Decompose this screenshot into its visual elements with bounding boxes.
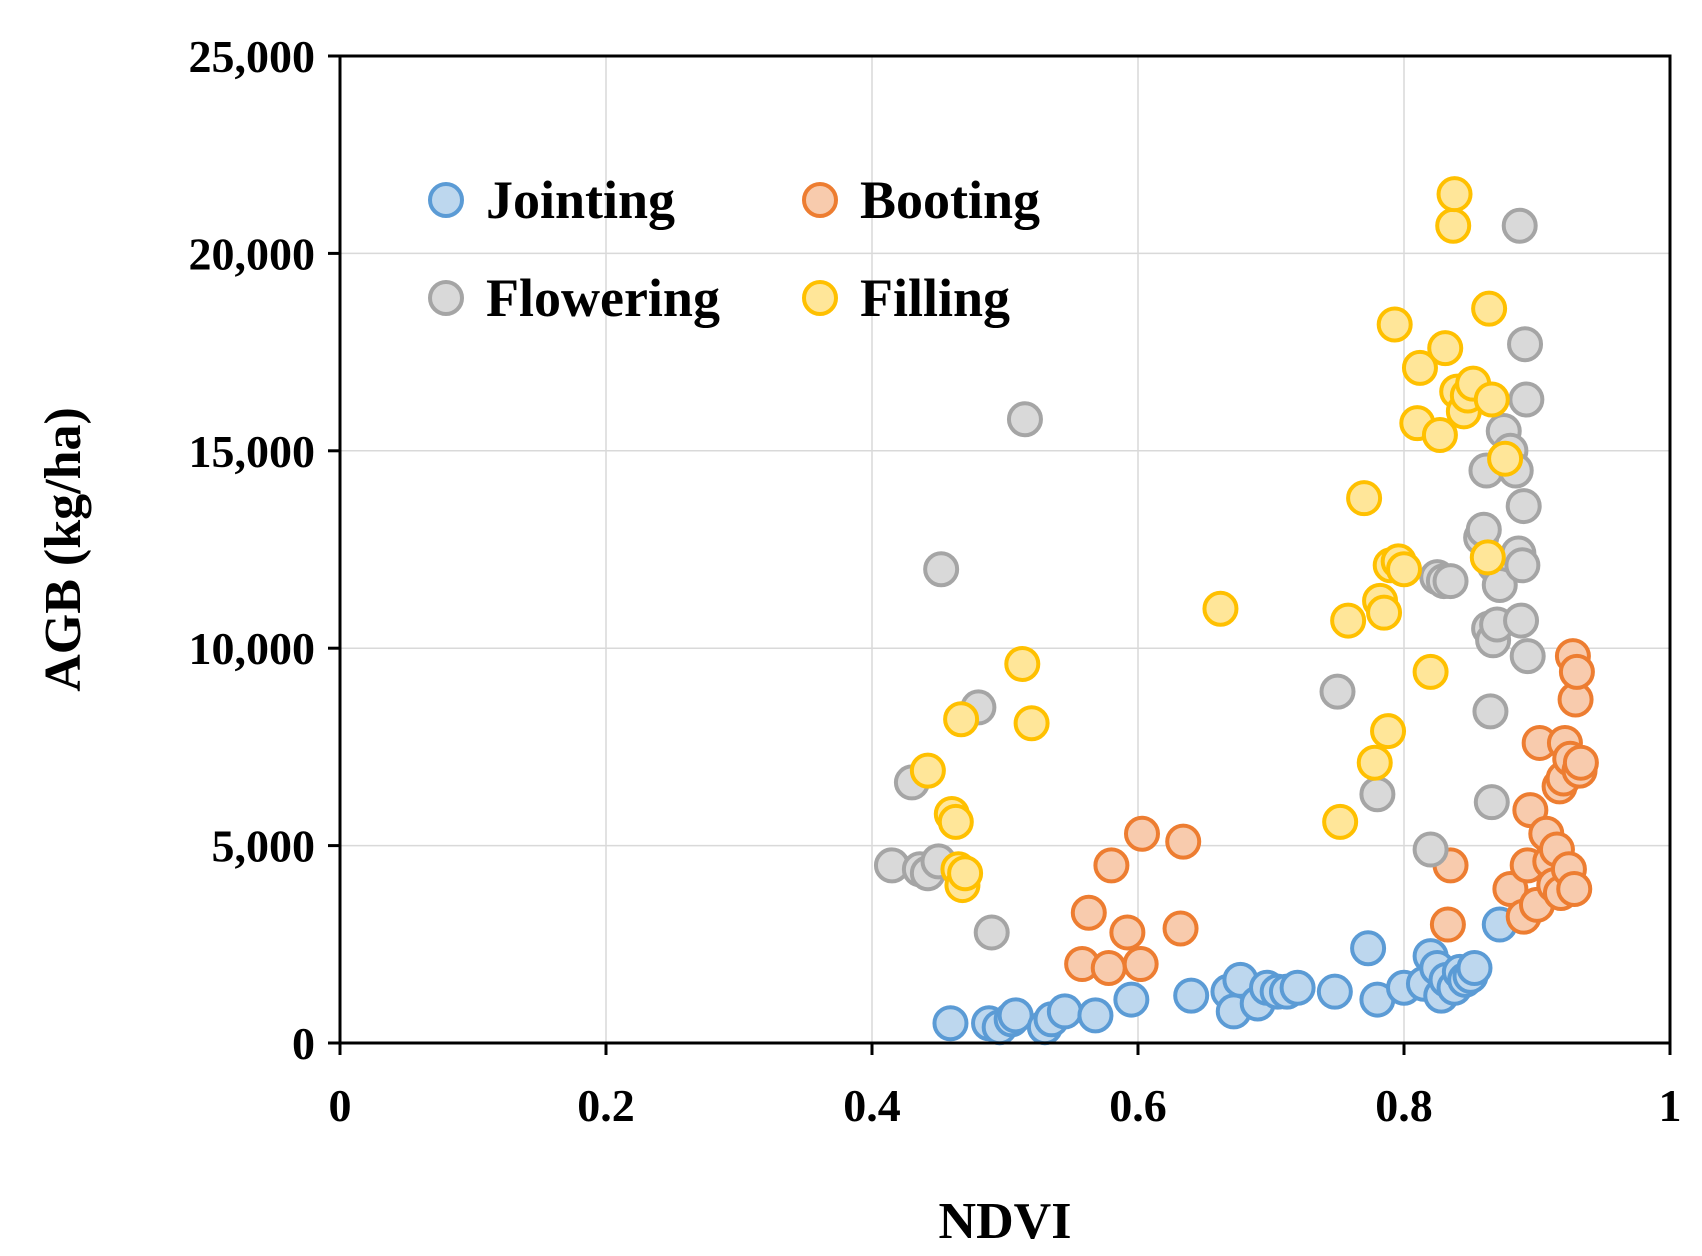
filling-point <box>1487 440 1524 477</box>
flowering-point <box>1473 784 1510 821</box>
flowering-point <box>1412 831 1449 868</box>
x-tick-label: 0.8 <box>1375 1080 1433 1131</box>
filling-point <box>1366 594 1403 631</box>
x-tick-label: 0.4 <box>843 1080 901 1131</box>
axis-ticks <box>328 54 1672 1055</box>
filling-point <box>1386 551 1422 588</box>
booting-point <box>1093 847 1130 884</box>
legend-marker <box>802 280 838 316</box>
jointing-point <box>997 997 1034 1034</box>
jointing-point <box>1456 949 1493 986</box>
booting-point <box>1429 906 1466 943</box>
legend-marker <box>428 182 464 218</box>
flowering-point <box>1432 563 1469 600</box>
flowering-point <box>1505 488 1542 525</box>
filling-point <box>937 803 974 840</box>
flowering-point <box>973 914 1010 951</box>
legend-marker <box>428 280 464 316</box>
flowering-point <box>1509 638 1546 675</box>
filling-point <box>1202 590 1239 627</box>
jointing-point <box>1077 997 1114 1034</box>
filling-point <box>947 855 984 892</box>
flowering-point <box>1504 547 1541 584</box>
booting-point <box>1558 653 1595 690</box>
filling-point <box>1013 705 1050 742</box>
legend: Jointing Booting Flowering Filling <box>428 170 1040 328</box>
x-tick-labels: 0 0.2 0.4 0.6 0.8 1 <box>329 1080 1682 1131</box>
flowering-point <box>1508 381 1545 418</box>
filling-point <box>1412 653 1449 690</box>
series-jointing <box>932 906 1518 1046</box>
legend-label: Filling <box>860 268 1010 328</box>
filling-point <box>1473 381 1510 418</box>
filling-point <box>1346 480 1383 517</box>
jointing-point <box>1316 973 1353 1010</box>
flowering-point <box>1006 401 1043 438</box>
legend-label: Booting <box>860 170 1040 230</box>
filling-point <box>909 752 946 789</box>
filling-point <box>1376 306 1413 343</box>
legend-label: Flowering <box>486 268 720 328</box>
x-tick-label: 0.6 <box>1109 1080 1167 1131</box>
filling-point <box>1469 539 1506 576</box>
filling-point <box>1435 207 1472 244</box>
y-tick-label: 0 <box>292 1018 315 1069</box>
y-tick-label: 15,000 <box>189 426 316 477</box>
booting-point <box>1122 946 1159 983</box>
y-tick-label: 25,000 <box>189 31 316 82</box>
filling-point <box>1004 645 1041 682</box>
filling-point <box>1436 176 1473 213</box>
legend-item-booting: Booting <box>802 170 1040 230</box>
booting-point <box>1109 914 1146 951</box>
filling-point <box>943 701 980 738</box>
flowering-point <box>1319 673 1356 710</box>
flowering-point <box>923 551 960 588</box>
x-tick-label: 0.2 <box>577 1080 635 1131</box>
booting-point <box>1562 744 1599 781</box>
legend-marker <box>802 182 838 218</box>
x-axis-title: NDVI <box>939 1193 1072 1250</box>
booting-point <box>1070 894 1107 931</box>
filling-point <box>1356 744 1393 781</box>
booting-point <box>1123 815 1160 852</box>
y-tick-label: 10,000 <box>189 623 316 674</box>
booting-point <box>1165 823 1202 860</box>
legend-item-flowering: Flowering <box>428 268 720 328</box>
y-tick-label: 5,000 <box>212 821 316 872</box>
flowering-point <box>1359 776 1396 813</box>
jointing-point <box>1173 977 1210 1014</box>
flowering-point <box>1472 693 1509 730</box>
data-points <box>873 176 1599 1046</box>
filling-point <box>1370 713 1407 750</box>
y-tick-labels: 0 5,000 10,000 15,000 20,000 25,000 <box>189 31 316 1069</box>
jointing-point <box>1350 930 1387 967</box>
legend-item-filling: Filling <box>802 268 1010 328</box>
booting-point <box>1090 949 1127 986</box>
filling-point <box>1322 803 1359 840</box>
x-tick-label: 0 <box>329 1080 352 1131</box>
flowering-point <box>1501 207 1538 244</box>
jointing-point <box>932 1005 969 1042</box>
legend-label: Jointing <box>486 170 675 230</box>
filling-point <box>1401 349 1438 386</box>
jointing-point <box>1046 993 1083 1030</box>
booting-point <box>1162 910 1199 947</box>
jointing-point <box>1279 969 1316 1006</box>
jointing-point <box>1113 981 1150 1018</box>
x-tick-label: 1 <box>1659 1080 1682 1131</box>
legend-item-jointing: Jointing <box>428 170 675 230</box>
y-axis-title: AGB (kg/ha) <box>35 407 92 692</box>
plot-frame <box>338 54 1672 1045</box>
filling-point <box>1471 290 1508 327</box>
y-tick-label: 20,000 <box>189 228 316 279</box>
series-filling <box>909 176 1524 904</box>
booting-point <box>1556 871 1593 908</box>
flowering-point <box>1507 326 1544 363</box>
filling-point <box>1330 602 1367 639</box>
filling-point <box>1421 417 1458 454</box>
series-booting <box>1064 638 1599 986</box>
flowering-point <box>1503 602 1540 639</box>
filling-point <box>1427 330 1464 367</box>
